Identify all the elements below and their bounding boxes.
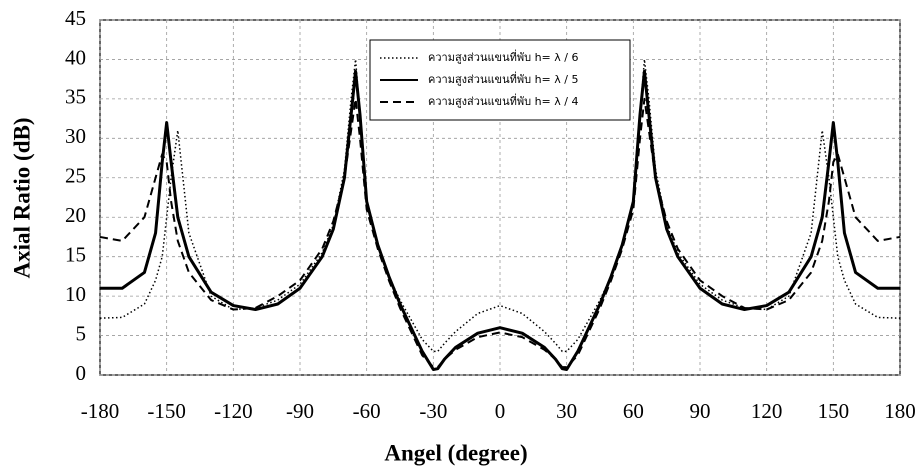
x-tick-label: 90 — [690, 399, 711, 423]
x-tick-label: 150 — [818, 399, 850, 423]
y-tick-label: 5 — [76, 321, 87, 345]
x-tick-label: -60 — [353, 399, 381, 423]
x-tick-label: 120 — [751, 399, 783, 423]
y-tick-label: 30 — [65, 124, 86, 148]
x-tick-label: -30 — [419, 399, 447, 423]
x-tick-label: 180 — [884, 399, 916, 423]
x-tick-label: 0 — [495, 399, 506, 423]
y-tick-label: 40 — [65, 45, 86, 69]
legend-label: ความสูงส่วนแขนที่พับ h= λ / 4 — [428, 93, 578, 108]
series-line — [100, 69, 900, 371]
y-axis-label: Axial Ratio (dB) — [9, 118, 34, 279]
legend-box — [369, 39, 631, 121]
y-tick-label: 10 — [65, 282, 86, 306]
x-axis-label: Angel (degree) — [384, 440, 527, 465]
x-tick-label: -150 — [147, 399, 186, 423]
legend-label: ความสูงส่วนแขนที่พับ h= λ / 5 — [428, 71, 578, 86]
x-tick-label: 60 — [623, 399, 644, 423]
legend-label: ความสูงส่วนแขนที่พับ h= λ / 6 — [428, 49, 578, 64]
y-tick-label: 0 — [76, 361, 87, 385]
y-tick-label: 15 — [65, 242, 86, 266]
x-tick-label: -90 — [286, 399, 314, 423]
x-tick-label: -180 — [81, 399, 120, 423]
y-tick-label: 35 — [65, 85, 86, 109]
y-tick-label: 25 — [65, 164, 86, 188]
y-tick-label: 45 — [65, 6, 86, 30]
y-tick-label: 20 — [65, 203, 86, 227]
x-tick-label: 30 — [556, 399, 577, 423]
series-line — [99, 97, 901, 369]
x-tick-label: -120 — [214, 399, 253, 423]
